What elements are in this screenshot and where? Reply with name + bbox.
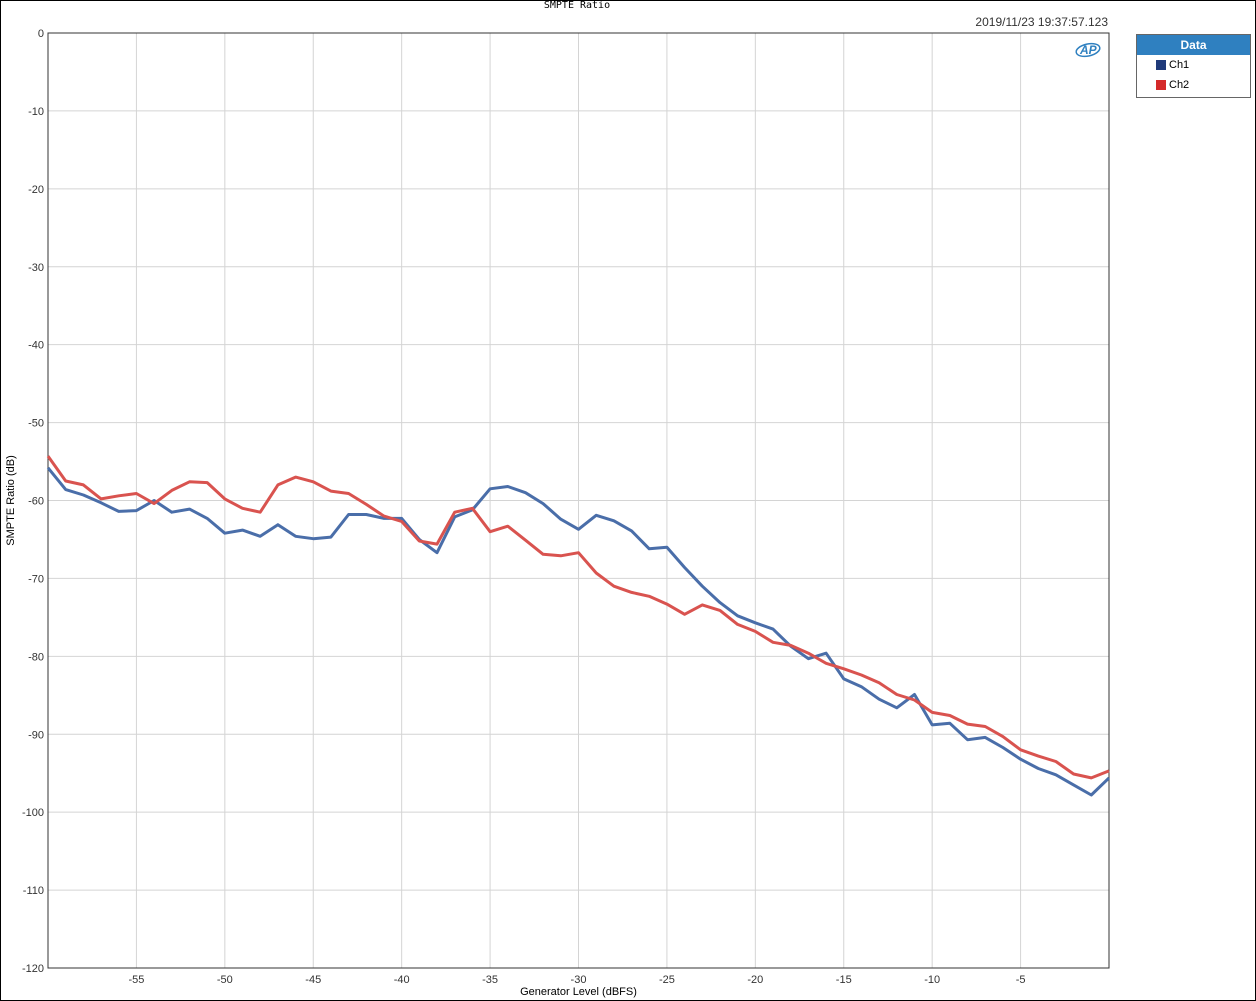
y-tick-label: -40 bbox=[28, 340, 44, 352]
x-tick-label: -25 bbox=[659, 974, 675, 986]
x-tick-label: -35 bbox=[482, 974, 498, 986]
chart-timestamp: 2019/11/23 19:37:57.123 bbox=[975, 15, 1108, 29]
y-tick-label: -70 bbox=[28, 573, 44, 585]
x-tick-label: -15 bbox=[836, 974, 852, 986]
y-tick-label: -30 bbox=[28, 262, 44, 274]
chart-title: SMPTE Ratio bbox=[543, 0, 611, 11]
series-line-ch2 bbox=[46, 455, 1110, 780]
x-tick-label: -5 bbox=[1016, 974, 1026, 986]
ticks-layer: -55 -50 -45 -40 -35 -30 -25 -20 -15 -10 -50-10-20-… bbox=[22, 28, 1026, 986]
legend-label-ch1: Ch1 bbox=[1169, 59, 1190, 71]
legend-title: Data bbox=[1137, 35, 1250, 55]
y-tick-label: 0 bbox=[38, 28, 44, 40]
x-axis-label: Generator Level (dBFS) bbox=[520, 986, 637, 998]
legend-swatch-ch1 bbox=[1156, 60, 1166, 70]
ap-logo-icon: AP bbox=[1074, 40, 1102, 65]
grid-layer bbox=[48, 32, 1109, 969]
y-tick-label: -90 bbox=[28, 729, 44, 741]
series-line-ch1 bbox=[46, 466, 1111, 797]
legend-item-ch2[interactable]: Ch2 bbox=[1137, 75, 1250, 95]
y-tick-label: -100 bbox=[22, 807, 44, 819]
y-axis-label: SMPTE Ratio (dB) bbox=[5, 455, 17, 545]
y-tick-label: -80 bbox=[28, 651, 44, 663]
y-tick-label: -10 bbox=[28, 106, 44, 118]
y-tick-label: -110 bbox=[23, 885, 44, 897]
x-tick-label: -30 bbox=[571, 974, 587, 986]
x-tick-label: -10 bbox=[924, 974, 940, 986]
legend-label-ch2: Ch2 bbox=[1169, 79, 1190, 91]
series-layer bbox=[46, 455, 1111, 797]
y-tick-label: -50 bbox=[28, 418, 44, 430]
legend-swatch-ch2 bbox=[1156, 80, 1166, 90]
x-tick-label: -45 bbox=[305, 974, 321, 986]
legend-item-ch1[interactable]: Ch1 bbox=[1137, 55, 1250, 75]
x-tick-label: -50 bbox=[217, 974, 233, 986]
plot-border bbox=[47, 32, 1110, 969]
y-tick-label: -120 bbox=[22, 963, 44, 975]
svg-text:AP: AP bbox=[1079, 43, 1098, 57]
y-tick-label: -20 bbox=[28, 184, 44, 196]
x-tick-label: -55 bbox=[128, 974, 144, 986]
x-tick-label: -40 bbox=[394, 974, 410, 986]
x-tick-label: -20 bbox=[747, 974, 763, 986]
y-tick-label: -60 bbox=[28, 496, 44, 508]
chart-legend: Data Ch1 Ch2 bbox=[1136, 34, 1251, 98]
